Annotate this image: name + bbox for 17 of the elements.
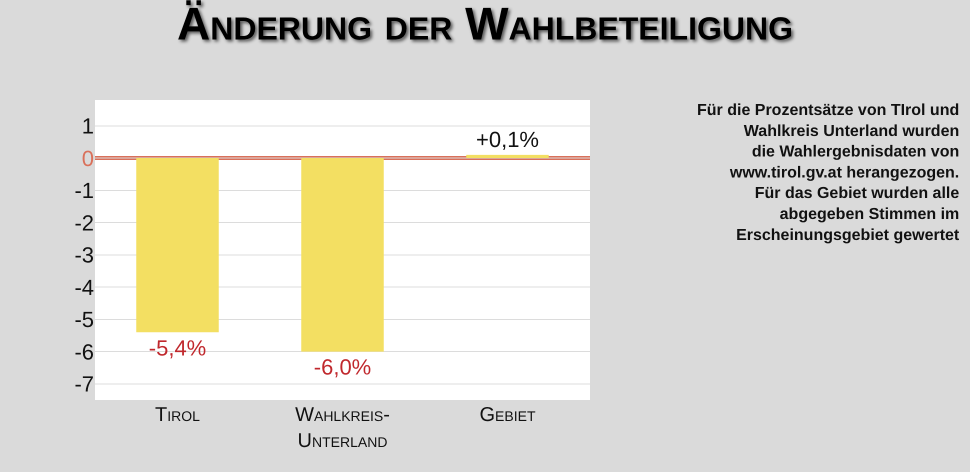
y-tick-label: -6 — [74, 339, 94, 364]
y-tick-label: -1 — [74, 178, 94, 204]
x-tick-label: Gebiet — [479, 404, 536, 426]
x-tick-label: Tirol — [155, 404, 200, 426]
y-tick-label: -4 — [74, 274, 94, 300]
y-tick-label: 0 — [82, 146, 94, 171]
data-label: -5,4% — [148, 335, 206, 360]
y-tick-label: 1 — [82, 114, 94, 139]
chart-title: Änderung der Wahlbeteiligung — [177, 0, 793, 50]
data-label: +0,1% — [476, 126, 539, 152]
data-label: -6,0% — [314, 354, 372, 380]
y-tick-label: -2 — [74, 210, 94, 236]
y-tick-label: -5 — [74, 307, 94, 332]
y-tick-label: -3 — [74, 242, 94, 268]
y-tick-label: -7 — [74, 372, 94, 397]
x-tick-label: Wahlkreis- Unterland — [295, 404, 390, 452]
text: Für die Prozentsätze von TIrol und Wahlkreis Unterland wurden die Wahlergebnisdaten von www.tirol.gv.at herangezogen. Für das Gebiet wurden alle abgegeben Stimmen im Erscheinungsgebiet gewertet — [697, 102, 960, 244]
